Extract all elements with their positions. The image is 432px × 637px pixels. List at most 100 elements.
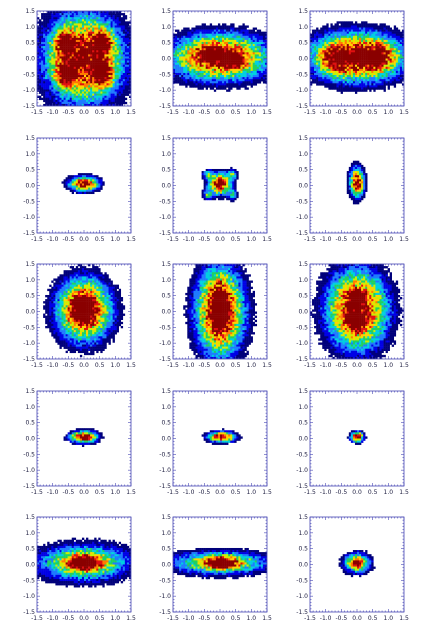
heatmap-cell <box>88 185 91 188</box>
heatmap-cell <box>252 70 255 74</box>
heatmap-cell <box>126 68 130 72</box>
heatmap-cell <box>88 83 91 86</box>
heatmap-cell <box>350 68 354 72</box>
heatmap-cell <box>86 39 89 43</box>
heatmap-cell <box>226 52 229 55</box>
heatmap-cell <box>379 64 382 68</box>
heatmap-cell <box>211 54 215 57</box>
heatmap-cell <box>332 27 335 30</box>
heatmap-cell <box>122 89 126 92</box>
y-tick-label: 1.5 <box>161 8 171 15</box>
heatmap-cell <box>90 48 93 51</box>
heatmap-cell <box>215 39 219 43</box>
heatmap-cell <box>75 62 79 65</box>
heatmap-cell <box>359 23 362 26</box>
heatmap-cell <box>51 19 54 22</box>
heatmap-cell <box>375 77 378 80</box>
heatmap-cell <box>346 58 350 61</box>
heatmap-cell <box>324 58 327 61</box>
heatmap-cell <box>108 83 111 86</box>
heatmap-cell <box>350 60 354 63</box>
heatmap-cell <box>61 37 64 41</box>
heatmap-cell <box>322 70 325 74</box>
heatmap-cell <box>65 15 68 18</box>
heatmap-cell <box>88 66 91 70</box>
heatmap-cell <box>69 75 72 78</box>
heatmap-cell <box>84 64 87 68</box>
heatmap-cell <box>379 33 382 37</box>
heatmap-cell <box>318 52 321 55</box>
heatmap-cell <box>49 27 52 30</box>
heatmap-cell <box>75 13 79 16</box>
heatmap-cell <box>88 93 91 96</box>
heatmap-cell <box>252 48 255 51</box>
heatmap-cell <box>51 37 54 41</box>
heatmap-cell <box>391 35 395 39</box>
heatmap-cell <box>389 27 392 30</box>
heatmap-cell <box>39 81 42 84</box>
heatmap-cell <box>314 50 317 53</box>
heatmap-cell <box>47 101 50 105</box>
heatmap-cell <box>49 21 52 24</box>
heatmap-cell <box>67 68 70 72</box>
heatmap-cell <box>389 75 392 78</box>
heatmap-cell <box>67 25 70 28</box>
heatmap-cell <box>195 31 198 34</box>
heatmap-cell <box>314 52 317 55</box>
heatmap-cell <box>106 56 109 59</box>
heatmap-cell <box>318 75 321 78</box>
heatmap-cell <box>84 183 87 186</box>
heatmap-cell <box>238 60 241 63</box>
heatmap-cell <box>379 75 382 78</box>
heatmap-cell <box>391 50 395 53</box>
heatmap-cell <box>71 175 75 178</box>
heatmap-cell <box>175 62 178 65</box>
heatmap-cell <box>252 50 255 53</box>
heatmap-cell <box>340 29 343 32</box>
heatmap-cell <box>77 11 81 14</box>
heatmap-cell <box>63 101 66 105</box>
heatmap-cell <box>65 58 68 61</box>
heatmap-cell <box>244 52 247 55</box>
heatmap-cell <box>65 29 68 32</box>
heatmap-cell <box>316 68 319 72</box>
heatmap-cell <box>397 77 401 80</box>
heatmap-cell <box>344 58 348 61</box>
heatmap-cell <box>39 64 42 68</box>
heatmap-cell <box>350 21 354 24</box>
heatmap-cell <box>387 70 390 74</box>
heatmap-cell <box>122 75 126 78</box>
heatmap-cell <box>45 29 48 32</box>
heatmap-cell <box>45 27 48 30</box>
heatmap-cell <box>53 77 56 80</box>
heatmap-cell <box>326 46 329 49</box>
heatmap-cell <box>75 177 79 180</box>
heatmap-cell <box>65 39 68 43</box>
heatmap-cell <box>330 52 333 55</box>
heatmap-cell <box>41 85 44 88</box>
heatmap-cell <box>318 46 321 49</box>
heatmap-cell <box>226 27 229 30</box>
heatmap-cell <box>365 62 368 65</box>
heatmap-cell <box>222 58 225 61</box>
heatmap-cell <box>63 27 66 30</box>
heatmap-cell <box>399 79 403 82</box>
heatmap-cell <box>51 33 54 37</box>
heatmap-cell <box>354 50 358 53</box>
heatmap-cell <box>77 25 81 28</box>
heatmap-cell <box>81 185 85 188</box>
heatmap-cell <box>244 37 247 41</box>
heatmap-cell <box>318 39 321 43</box>
heatmap-cell <box>106 41 109 45</box>
heatmap-cell <box>373 56 376 59</box>
heatmap-cell <box>53 58 56 61</box>
heatmap-cell <box>75 181 79 184</box>
heatmap-cell <box>79 99 83 103</box>
heatmap-cell <box>322 60 325 63</box>
heatmap-cell <box>258 33 262 37</box>
heatmap-cell <box>246 70 249 74</box>
heatmap-cell <box>381 72 384 76</box>
heatmap-cell <box>203 83 206 86</box>
heatmap-cell <box>359 58 362 61</box>
